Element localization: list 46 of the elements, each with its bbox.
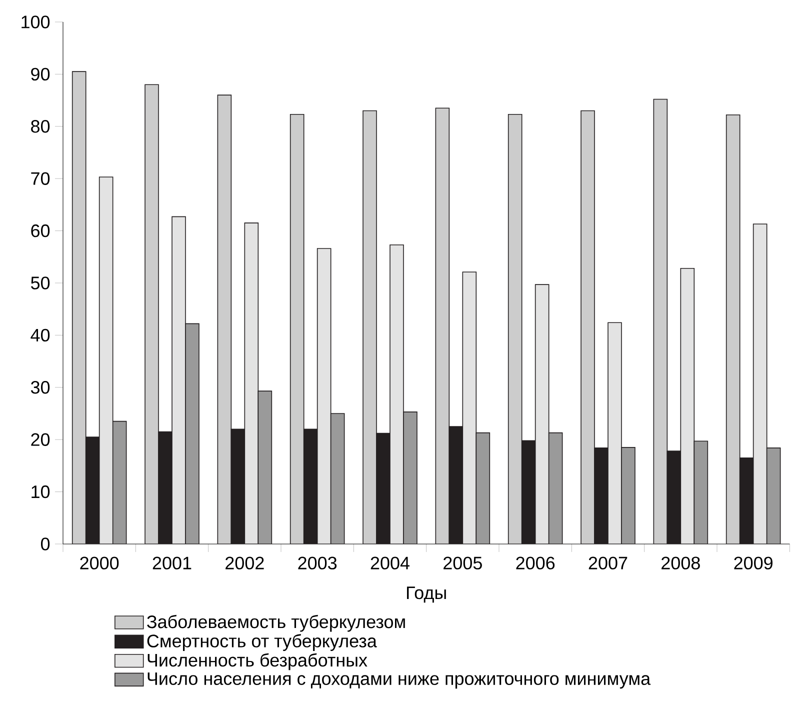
x-tick-label: 2002 [226,556,264,570]
y-tick-label: 30 [30,381,50,394]
x-tick-label: 2001 [152,556,192,570]
x-tick-label: 2005 [444,556,482,570]
legend-label: Численность безработных [148,653,368,670]
bar [680,268,695,544]
bar [462,272,477,544]
y-tick-label: 90 [31,68,50,81]
y-tick-label: 20 [31,433,50,446]
bar [435,108,450,544]
bar [144,84,159,544]
x-tick-label: 2009 [734,556,772,570]
legend-label: Число населения с доходами ниже прожиточного минимума [148,672,651,689]
bar [362,110,377,544]
x-tick-label: 2004 [370,556,410,570]
y-tick-label: 60 [31,224,50,238]
bar [316,248,332,544]
y-tick-label: 70 [31,172,50,185]
x-tick-label: 2008 [662,556,700,570]
bar [390,244,404,544]
y-tick-label: 80 [31,120,50,133]
bar [653,98,668,544]
bar [508,114,522,544]
y-tick-label: 10 [32,485,50,498]
y-tick-label: 50 [30,276,50,290]
bar [580,110,595,544]
bar [290,114,304,544]
x-tick-label: 2000 [80,556,119,570]
bar [726,114,740,544]
y-tick-label: 100 [22,16,50,28]
legend-label: Заболеваемость туберкулезом [147,614,405,632]
bar [534,284,550,544]
x-axis-title: Годы [407,586,446,603]
bar [72,71,86,544]
x-tick-label: 2003 [298,556,337,570]
bar [172,216,186,544]
x-tick-label: 2006 [516,556,555,570]
bar [752,224,768,544]
bar [608,322,622,544]
bar [244,222,259,544]
bar [217,94,232,544]
y-tick-label: 0 [40,538,50,550]
y-tick-label: 40 [30,328,50,342]
x-tick-label: 2007 [588,556,628,570]
bar [98,176,114,544]
legend-label: Смертность от туберкулеза [147,634,377,651]
